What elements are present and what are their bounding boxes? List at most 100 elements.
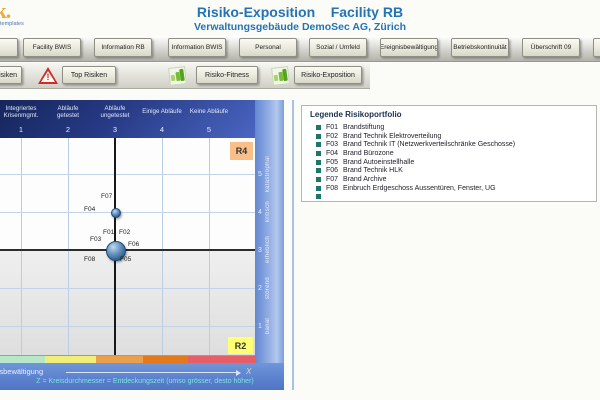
legend-bullet-icon bbox=[316, 142, 321, 148]
legend-title: Legende Risikoportfolio bbox=[310, 110, 402, 119]
green-chart-icon[interactable] bbox=[166, 66, 188, 86]
tab-ereignisbewältigung[interactable]: Ereignisbewältigung bbox=[380, 38, 438, 57]
risk-portfolio-chart: 1 banal 2 störend 3 erheblich 4 kritisch 5 katast… bbox=[0, 100, 284, 390]
legend-item-f06: F06 Brand Technik HLK bbox=[302, 166, 596, 175]
legend-panel: Legende Risikoportfolio F01 Brandstiftung… bbox=[301, 105, 597, 202]
legend-item-code: F02 bbox=[326, 132, 339, 140]
y-axis-category-label: kritisch bbox=[265, 201, 271, 223]
tab-cut-left[interactable] bbox=[0, 38, 18, 57]
x-axis-letter: X bbox=[246, 367, 252, 376]
legend-bullet-icon bbox=[316, 133, 321, 139]
button-risiko-exposition[interactable]: Risiko-Exposition bbox=[294, 66, 362, 84]
legend-item-label: Brandstiftung bbox=[343, 123, 385, 131]
legend-item-label: Einbruch Erdgeschoss Aussentüren, Fenste… bbox=[343, 184, 496, 192]
legend-item-code: F07 bbox=[326, 175, 339, 183]
x-axis-category-3: Abläufe ungetestet 3 bbox=[92, 100, 138, 138]
legend-item-label: Brand Technik Elektroverteilung bbox=[343, 132, 442, 140]
x-axis-tick-number: 1 bbox=[18, 125, 24, 134]
tab-information-rb[interactable]: Information RB bbox=[94, 38, 152, 57]
button-isiken[interactable]: isiken bbox=[0, 66, 22, 84]
tab-betriebskontinuität[interactable]: Betriebskontinuität bbox=[451, 38, 509, 57]
legend-item-label: Brand Technik IT (Netzwerkverteilschränk… bbox=[343, 141, 516, 149]
point-label-f07: F07 bbox=[101, 193, 113, 200]
x-axis-arrow bbox=[66, 372, 236, 373]
y-axis-category-3: 3 erheblich bbox=[257, 230, 283, 270]
y-axis-tick-number: 3 bbox=[258, 246, 262, 254]
plot-area-lower bbox=[0, 250, 255, 355]
gridline bbox=[0, 288, 255, 289]
risk-bubble-x3y4[interactable] bbox=[111, 208, 121, 218]
page-subtitle: Verwaltungsgebäude DemoSec AG, Zürich bbox=[194, 21, 406, 33]
gridline bbox=[0, 212, 255, 213]
point-label-f02: F02 bbox=[119, 229, 131, 236]
x-axis-category-label: Keine Abläufe bbox=[189, 108, 229, 115]
warning-triangle-icon[interactable]: ! bbox=[38, 67, 58, 84]
tab-bar: Facility BWIS Information RB Information B… bbox=[0, 36, 600, 62]
gridline bbox=[209, 138, 210, 355]
x-axis-category-label: Integriertes Krisenmgmt. bbox=[3, 104, 39, 119]
y-axis-tick-number: 1 bbox=[258, 322, 262, 330]
legend-item-code: F06 bbox=[326, 167, 339, 175]
x-axis-category-label: Abläufe getestet bbox=[56, 104, 80, 119]
tab-sozial-umfeld[interactable]: Sozial / Umfeld bbox=[309, 38, 367, 57]
legend-item-code: F05 bbox=[326, 158, 339, 166]
y-axis-category-4: 4 kritisch bbox=[257, 192, 283, 232]
y-axis-category-label: katastrophal bbox=[265, 155, 271, 193]
legend-item-empty bbox=[302, 193, 596, 202]
toolbar: isiken! Top Risiken Risiko-Fitness Risiko-E… bbox=[0, 63, 370, 89]
legend-item-code: F08 bbox=[326, 184, 339, 192]
tab-cut-right[interactable] bbox=[593, 38, 600, 57]
x-axis-category-1: Integriertes Krisenmgmt. 1 bbox=[0, 100, 44, 138]
y-axis-category-1: 1 banal bbox=[257, 306, 283, 346]
x-axis-band: Integriertes Krisenmgmt. 1 Abläufe geteste… bbox=[0, 100, 255, 138]
legend-item-f04: F04 Brand Bürozone bbox=[302, 149, 596, 158]
y-axis-tick-number: 4 bbox=[258, 208, 262, 216]
y3-median-line bbox=[0, 249, 255, 251]
x-axis-tick-number: 4 bbox=[159, 125, 165, 134]
y-axis-tick-number: 5 bbox=[258, 170, 262, 178]
app-logo: sk. bbox=[0, 0, 11, 23]
legend-item-label: Brand Autoeinstellhalle bbox=[343, 158, 415, 166]
y-axis-category-2: 2 störend bbox=[257, 268, 283, 308]
green-chart-icon[interactable] bbox=[269, 66, 291, 86]
legend-item-label: Brand Bürozone bbox=[343, 149, 394, 157]
y-axis-category-5: 5 katastrophal bbox=[257, 154, 283, 194]
colorbar-segment-3 bbox=[96, 355, 143, 364]
gridline bbox=[0, 326, 255, 327]
y-axis-band: 1 banal 2 störend 3 erheblich 4 kritisch 5 katast… bbox=[255, 100, 284, 363]
legend-item-f01: F01 Brandstiftung bbox=[302, 123, 596, 132]
x-axis-category-4: Einige Abläufe 4 bbox=[139, 100, 185, 138]
y-axis-tick-number: 2 bbox=[258, 284, 262, 292]
point-label-f04: F04 bbox=[84, 206, 96, 213]
legend-item-f08: F08 Einbruch Erdgeschoss Aussentüren, Fen… bbox=[302, 184, 596, 193]
page-title: Risiko-Exposition Facility RB bbox=[196, 4, 404, 20]
point-label-f01: F01 bbox=[103, 229, 115, 236]
tab-information-bwis[interactable]: Information BWIS bbox=[168, 38, 226, 57]
x-axis-category-label: Einige Abläufe bbox=[142, 108, 182, 115]
legend-item-f05: F05 Brand Autoeinstellhalle bbox=[302, 158, 596, 167]
quadrant-label-r2: R2 bbox=[228, 337, 253, 354]
legend-bullet-icon bbox=[316, 194, 321, 200]
x-axis-category-label: Abläufe ungetestet bbox=[100, 104, 130, 119]
legend-item-code: F01 bbox=[326, 123, 339, 131]
z-size-note: Z = Kreisdurchmesser = Entdeckungszeit (… bbox=[36, 378, 254, 385]
tab-facility-bwis[interactable]: Facility BWIS bbox=[23, 38, 81, 57]
risk-bubble-x3y3[interactable] bbox=[106, 241, 126, 261]
tab-personal[interactable]: Personal bbox=[239, 38, 297, 57]
x-axis-category-2: Abläufe getestet 2 bbox=[45, 100, 91, 138]
legend-item-f07: F07 Brand Archive bbox=[302, 175, 596, 184]
button-top-risiken[interactable]: Top Risiken bbox=[62, 66, 116, 84]
panel-separator bbox=[292, 100, 294, 390]
legend-bullet-icon bbox=[316, 159, 321, 165]
legend-item-code: F04 bbox=[326, 149, 339, 157]
button-risiko-fitness[interactable]: Risiko-Fitness bbox=[196, 66, 258, 84]
legend-item-label: Brand Archive bbox=[343, 175, 387, 183]
legend-item-f02: F02 Brand Technik Elektroverteilung bbox=[302, 132, 596, 141]
y-axis-category-label: störend bbox=[265, 276, 271, 300]
plot-area-upper bbox=[0, 138, 255, 250]
app-logo-subtext: templates bbox=[0, 21, 24, 27]
quadrant-label-r4: R4 bbox=[230, 142, 253, 160]
x-axis-category-5: Keine Abläufe 5 bbox=[186, 100, 232, 138]
tab-überschrift-09[interactable]: Überschrift 09 bbox=[522, 38, 580, 57]
gridline bbox=[0, 174, 255, 175]
